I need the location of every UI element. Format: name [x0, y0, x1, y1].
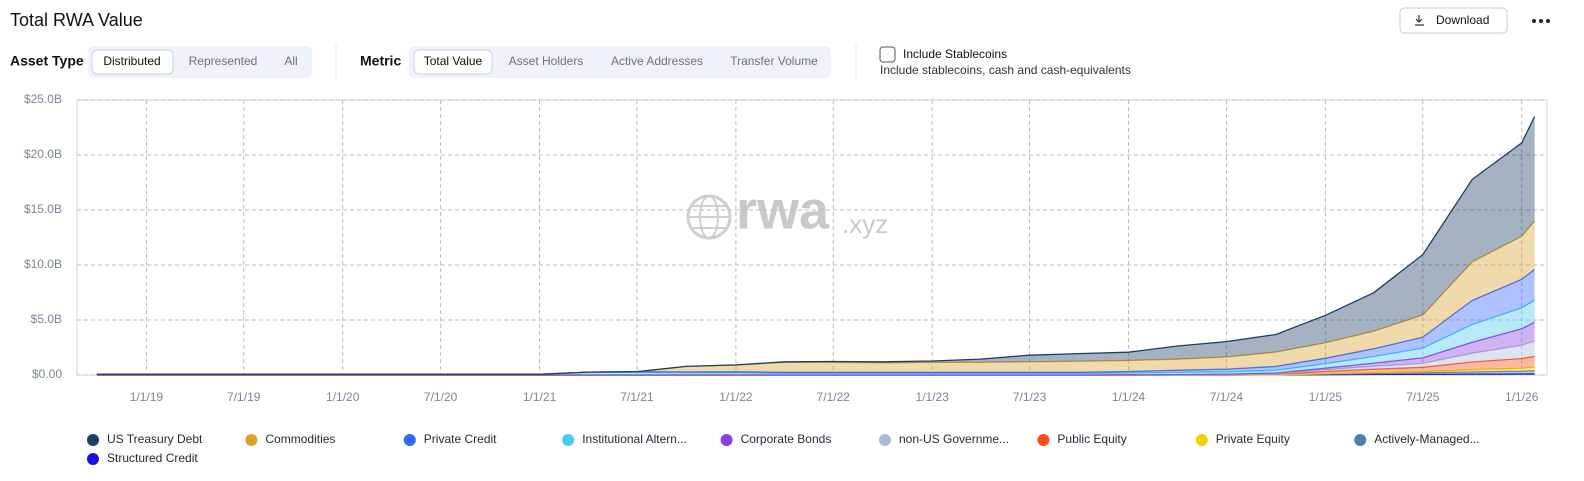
option[interactable]: Represented	[189, 54, 258, 68]
legend-label: Corporate Bonds	[741, 432, 832, 446]
area-line	[96, 116, 1536, 375]
option[interactable]: All	[284, 54, 297, 68]
legend-label: Public Equity	[1057, 432, 1126, 446]
legend-label: Private Equity	[1216, 432, 1290, 446]
legend-item[interactable]: Commodities	[245, 432, 335, 446]
x-tick-label: 1/1/21	[523, 390, 557, 404]
dot	[1532, 19, 1536, 23]
area	[96, 221, 1535, 375]
x-tick-label: 7/1/19	[227, 390, 261, 404]
legend-item[interactable]: Structured Credit	[87, 451, 198, 465]
y-tick-label: $0.00	[32, 367, 62, 381]
checkbox-note: Include stablecoins, cash and cash-equiv…	[880, 63, 1131, 77]
legend-item[interactable]: US Treasury Debt	[87, 432, 203, 446]
option[interactable]: Total Value	[424, 54, 483, 68]
dot	[1539, 19, 1543, 23]
legend-swatch	[1037, 434, 1050, 446]
legend-swatch	[1354, 434, 1367, 446]
legend-item[interactable]: Private Equity	[1195, 432, 1290, 446]
globe	[699, 195, 719, 239]
legend-swatch	[1195, 434, 1208, 446]
download-button[interactable]: Download	[1399, 7, 1508, 34]
download-icon	[1415, 15, 1424, 26]
y-tick-label: $25.0B	[24, 92, 62, 106]
legend-swatch	[562, 434, 575, 446]
x-tick-label: 1/1/20	[326, 390, 360, 404]
x-tick-label: 7/1/23	[1013, 390, 1047, 404]
y-tick-label: $15.0B	[24, 202, 62, 216]
legend-item[interactable]: Public Equity	[1037, 432, 1127, 446]
globe	[686, 194, 732, 240]
chart-title: Total RWA Value	[10, 10, 143, 30]
watermark: rwa .xyz	[686, 180, 888, 240]
checkbox-label[interactable]: Include Stablecoins	[903, 47, 1007, 61]
globe	[688, 205, 730, 229]
more-menu[interactable]	[1532, 19, 1550, 23]
legend-item[interactable]: Institutional Altern...	[562, 432, 687, 446]
legend-item[interactable]: non-US Governme...	[879, 432, 1009, 446]
metric-label: Metric	[360, 53, 401, 69]
legend-label: Institutional Altern...	[582, 432, 687, 446]
x-tick-label: 7/1/24	[1210, 390, 1244, 404]
legend-item[interactable]: Corporate Bonds	[720, 432, 832, 446]
x-tick-label: 1/1/26	[1505, 390, 1539, 404]
plot: $0.00 $5.0B $10.0B $15.0B $20.0B $25.0B 1/1/19…	[24, 92, 1548, 404]
option[interactable]: Transfer Volume	[730, 54, 818, 68]
x-tick-label: 1/1/25	[1309, 390, 1343, 404]
option[interactable]: Distributed	[103, 54, 160, 68]
x-tick-label: 7/1/20	[424, 390, 458, 404]
watermark-text: .xyz	[842, 209, 888, 239]
metric-group	[409, 46, 831, 78]
download-box[interactable]	[1399, 7, 1508, 34]
legend-item[interactable]: Private Credit	[403, 432, 497, 446]
legend-swatch	[720, 434, 733, 446]
legend-label: US Treasury Debt	[107, 432, 203, 446]
legend-label: Structured Credit	[107, 451, 198, 465]
option[interactable]: Asset Holders	[509, 54, 584, 68]
legend-label: Private Credit	[424, 432, 497, 446]
selected-option[interactable]	[91, 49, 174, 75]
y-tick-label: $10.0B	[24, 257, 62, 271]
x-tick-label: 1/1/19	[130, 390, 164, 404]
y-tick-label: $20.0B	[24, 147, 62, 161]
legend-label: Actively-Managed...	[1374, 432, 1479, 446]
selected-option[interactable]	[413, 49, 493, 75]
legend-swatch	[245, 434, 258, 446]
checkbox[interactable]	[879, 46, 896, 63]
legend-label: non-US Governme...	[899, 432, 1009, 446]
x-tick-label: 7/1/25	[1406, 390, 1440, 404]
download-label[interactable]: Download	[1436, 13, 1489, 27]
x-tick-label: 1/1/22	[719, 390, 753, 404]
legend-swatch	[87, 434, 99, 446]
legend-item[interactable]: Actively-Managed...	[1354, 432, 1480, 446]
legend-label: Commodities	[265, 432, 335, 446]
x-tick-label: 7/1/21	[620, 390, 654, 404]
x-tick-label: 7/1/22	[817, 390, 851, 404]
asset-type-label: Asset Type	[10, 53, 84, 69]
x-tick-label: 1/1/24	[1112, 390, 1146, 404]
legend-swatch	[403, 434, 416, 446]
x-tick-label: 1/1/23	[916, 390, 950, 404]
option[interactable]: Active Addresses	[611, 54, 703, 68]
legend-swatch	[87, 453, 99, 465]
legend-swatch	[879, 434, 891, 446]
y-tick-label: $5.0B	[31, 312, 62, 326]
dot	[1546, 19, 1550, 23]
